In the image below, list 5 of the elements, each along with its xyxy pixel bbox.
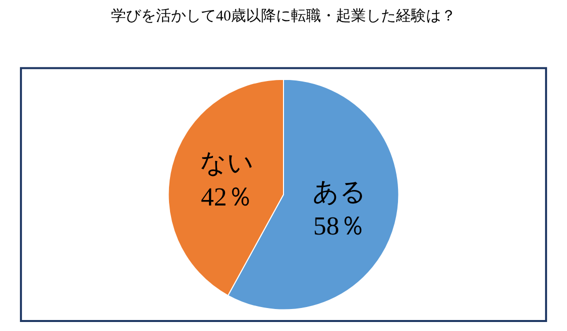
- chart-title: 学びを活かして40歳以降に転職・起業した経験は？: [111, 7, 456, 24]
- slice-label: ない: [200, 148, 254, 178]
- data-label: 58％: [313, 211, 366, 240]
- slice-label: ある: [312, 177, 366, 206]
- data-label: 42％: [200, 182, 253, 212]
